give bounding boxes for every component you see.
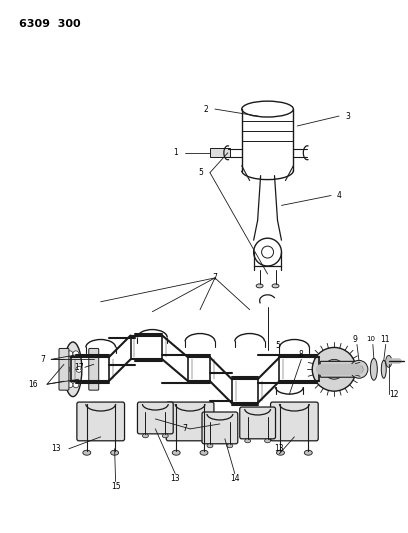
Text: 13: 13 <box>171 474 180 483</box>
Circle shape <box>64 366 70 372</box>
Text: 15: 15 <box>111 482 120 491</box>
Text: 8: 8 <box>299 350 304 359</box>
Ellipse shape <box>207 444 213 448</box>
Text: 4: 4 <box>337 191 342 200</box>
Ellipse shape <box>304 450 312 455</box>
Ellipse shape <box>172 450 180 455</box>
Text: 2: 2 <box>203 104 208 114</box>
Text: 1: 1 <box>173 148 178 157</box>
FancyBboxPatch shape <box>77 402 124 441</box>
Ellipse shape <box>370 358 377 380</box>
FancyBboxPatch shape <box>320 361 360 377</box>
Text: 13: 13 <box>51 444 61 453</box>
Ellipse shape <box>111 450 119 455</box>
Circle shape <box>355 365 363 373</box>
FancyBboxPatch shape <box>202 412 238 444</box>
Ellipse shape <box>381 360 386 378</box>
Text: 16: 16 <box>29 379 38 389</box>
Text: 5: 5 <box>275 341 280 350</box>
Ellipse shape <box>83 450 91 455</box>
Text: 7: 7 <box>213 273 217 282</box>
FancyBboxPatch shape <box>137 402 173 434</box>
Circle shape <box>350 360 368 378</box>
Ellipse shape <box>272 284 279 288</box>
Text: 7: 7 <box>41 355 46 364</box>
Text: 11: 11 <box>380 335 390 344</box>
FancyBboxPatch shape <box>271 402 318 441</box>
Text: 10: 10 <box>366 336 375 343</box>
Text: 5: 5 <box>198 168 203 177</box>
FancyBboxPatch shape <box>89 349 99 390</box>
Text: 6309  300: 6309 300 <box>19 19 81 29</box>
Bar <box>210 148 230 157</box>
Ellipse shape <box>277 450 284 455</box>
Ellipse shape <box>64 342 82 397</box>
Circle shape <box>73 351 79 357</box>
Ellipse shape <box>386 356 392 367</box>
Circle shape <box>76 366 82 372</box>
Ellipse shape <box>245 439 251 443</box>
Text: 17: 17 <box>74 363 84 372</box>
FancyBboxPatch shape <box>59 349 69 390</box>
Circle shape <box>324 359 344 379</box>
Text: 7: 7 <box>183 424 188 433</box>
Ellipse shape <box>162 434 168 438</box>
Text: 13: 13 <box>275 444 284 453</box>
Text: 9: 9 <box>353 335 357 344</box>
FancyBboxPatch shape <box>166 402 214 441</box>
Ellipse shape <box>264 439 271 443</box>
Circle shape <box>312 348 356 391</box>
FancyBboxPatch shape <box>240 407 275 439</box>
Text: 14: 14 <box>230 474 239 483</box>
Text: 12: 12 <box>389 390 399 399</box>
Text: 3: 3 <box>345 111 350 120</box>
Ellipse shape <box>142 434 149 438</box>
Circle shape <box>73 382 79 387</box>
Ellipse shape <box>227 444 233 448</box>
Ellipse shape <box>200 450 208 455</box>
Circle shape <box>67 351 73 357</box>
Circle shape <box>67 382 73 387</box>
Ellipse shape <box>256 284 263 288</box>
